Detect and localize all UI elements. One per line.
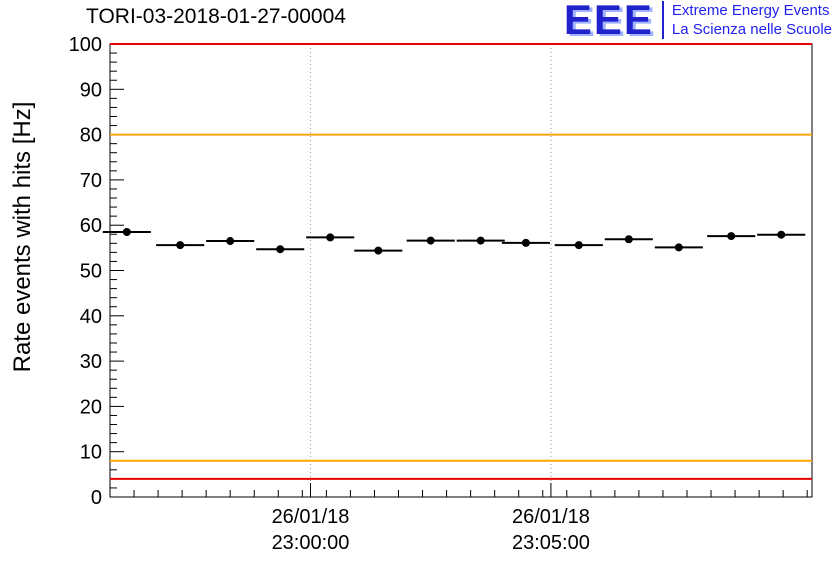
data-point-marker [326, 233, 335, 242]
logo-taglines: Extreme Energy Events La Scienza nelle S… [672, 1, 832, 39]
logo-tagline-1: Extreme Energy Events [671, 2, 830, 19]
y-tick-label: 90 [80, 79, 102, 101]
data-point-marker [426, 236, 435, 245]
y-tick-label: 10 [80, 442, 102, 464]
data-point-marker [521, 238, 530, 247]
y-tick-label: 70 [80, 170, 102, 192]
data-point-marker [574, 241, 583, 250]
y-tick-label: 20 [80, 396, 102, 418]
y-tick-label: 100 [69, 34, 102, 56]
data-point-marker [674, 243, 683, 252]
eee-logo: EEE Extreme Energy Events La Scienza nel… [563, 0, 832, 43]
data-point-marker [226, 237, 235, 246]
plot-frame [109, 43, 813, 498]
y-tick-label: 60 [80, 215, 102, 237]
data-point-marker [624, 235, 633, 244]
data-point-marker [176, 241, 185, 250]
eee-logo-acronym: EEE [563, 0, 654, 43]
x-tick-label-time: 23:05:00 [512, 532, 590, 554]
y-tick-label: 30 [80, 351, 102, 373]
x-tick-label-date: 26/01/18 [512, 506, 590, 528]
data-point-marker [374, 246, 383, 255]
data-point-marker [122, 227, 131, 236]
logo-tagline-2: La Scienza nelle Scuole [671, 21, 832, 38]
data-point-marker [727, 232, 736, 241]
data-point-marker [276, 245, 285, 254]
x-tick-label-time: 23:00:00 [272, 532, 350, 554]
x-tick-label-date: 26/01/18 [272, 506, 350, 528]
y-tick-label: 0 [91, 487, 102, 509]
logo-divider [661, 1, 664, 39]
data-point-marker [777, 230, 786, 239]
chart-title: TORI-03-2018-01-27-00004 [86, 5, 346, 28]
y-tick-label: 80 [80, 125, 102, 147]
data-point-marker [476, 236, 485, 245]
y-tick-label: 40 [80, 306, 102, 328]
y-tick-label: 50 [80, 261, 102, 283]
